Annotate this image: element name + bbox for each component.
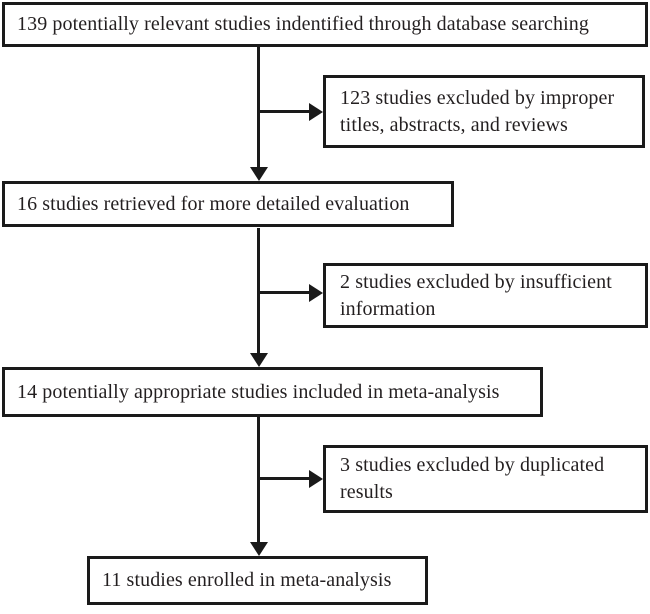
arrowhead-right-icon <box>309 470 323 488</box>
connector-retrieved-to-included <box>257 228 260 353</box>
node-studies-enrolled: 11 studies enrolled in meta-analysis <box>87 556 428 605</box>
node-studies-retrieved: 16 studies retrieved for more detailed e… <box>2 181 454 227</box>
node-studies-enrolled-label: 11 studies enrolled in meta-analysis <box>102 569 392 591</box>
node-excluded-improper-titles-label: 123 studies excluded by improper titles,… <box>340 86 615 136</box>
node-excluded-insufficient-information: 2 studies excluded by insufficient infor… <box>323 263 648 328</box>
node-studies-included: 14 potentially appropriate studies inclu… <box>2 367 543 417</box>
node-excluded-insufficient-information-label: 2 studies excluded by insufficient infor… <box>340 270 612 320</box>
connector-branch-to-excluded-duplicated <box>257 477 309 480</box>
connector-branch-to-excluded-insufficient <box>257 291 309 294</box>
node-studies-identified-label: 139 potentially relevant studies indenti… <box>17 13 589 35</box>
node-excluded-improper-titles: 123 studies excluded by improper titles,… <box>323 75 645 148</box>
connector-branch-to-excluded-titles <box>257 110 309 113</box>
arrowhead-down-icon <box>250 542 268 556</box>
connector-identified-to-retrieved <box>257 47 260 167</box>
node-excluded-duplicated-results-label: 3 studies excluded by duplicated results <box>340 454 605 503</box>
node-excluded-duplicated-results: 3 studies excluded by duplicated results <box>323 445 648 513</box>
arrowhead-down-icon <box>250 167 268 181</box>
node-studies-retrieved-label: 16 studies retrieved for more detailed e… <box>17 192 410 215</box>
node-studies-included-label: 14 potentially appropriate studies inclu… <box>17 380 500 403</box>
arrowhead-right-icon <box>309 284 323 302</box>
arrowhead-right-icon <box>309 103 323 121</box>
node-studies-identified: 139 potentially relevant studies indenti… <box>2 2 648 47</box>
arrowhead-down-icon <box>250 353 268 367</box>
